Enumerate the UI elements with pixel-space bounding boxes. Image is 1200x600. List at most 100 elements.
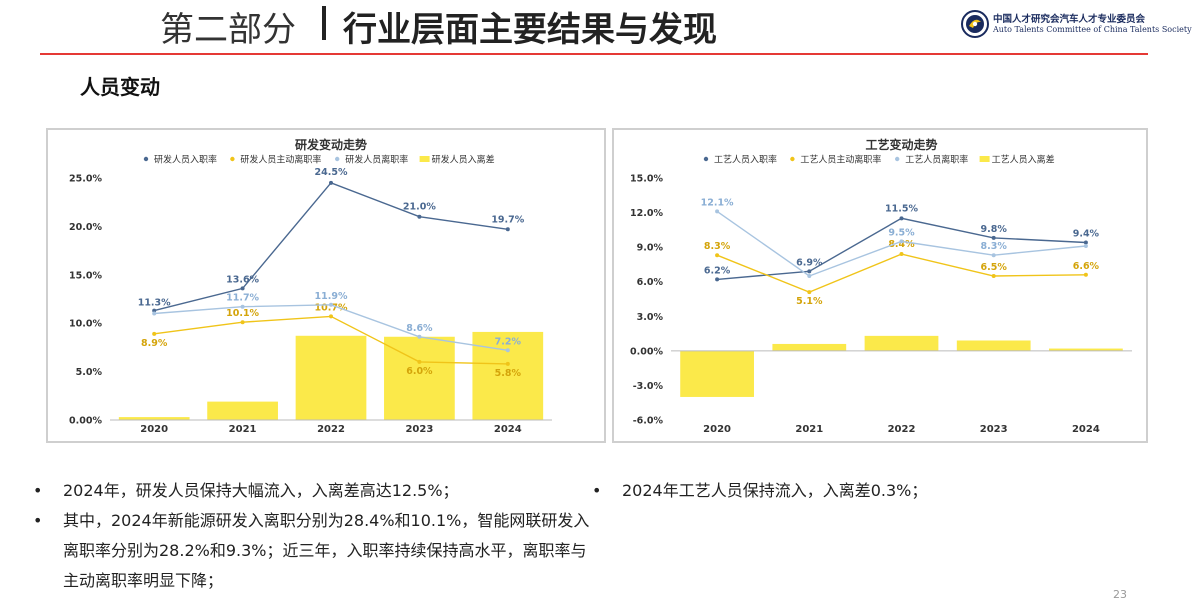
finding-item: • 2024年工艺人员保持流入，入离差0.3%； <box>592 476 1152 506</box>
legend-marker <box>335 156 340 162</box>
header-divider <box>40 53 1148 55</box>
series-point <box>715 277 720 282</box>
series-point <box>329 314 333 319</box>
series-point <box>329 180 333 185</box>
process-chart-panel: 工艺变动走势工艺人员入职率 工艺人员主动离职率 工艺人员离职率 工艺人员入离差 -6.0… <box>612 128 1148 443</box>
y-tick-label: -6.0% <box>633 416 664 427</box>
x-tick-label: 2021 <box>229 424 257 435</box>
data-label: 5.1% <box>796 296 823 307</box>
finding-text: 2024年，研发人员保持大幅流入，入离差高达12.5%； <box>63 481 459 500</box>
x-tick-label: 2024 <box>1072 424 1100 435</box>
y-tick-label: 25.0% <box>69 174 102 185</box>
slide-header: 第二部分 行业层面主要结果与发现 中国人才研究会汽车人才专业委员会 Auto T… <box>0 0 1200 62</box>
left-findings: • 2024年，研发人员保持大幅流入，入离差高达12.5%； • 其中，2024… <box>33 476 593 596</box>
bar <box>864 335 939 351</box>
legend-marker <box>895 156 900 162</box>
series-point <box>240 320 245 325</box>
bar <box>772 343 847 351</box>
data-label: 19.7% <box>491 214 524 225</box>
series-point <box>1083 240 1088 245</box>
data-label: 24.5% <box>315 167 348 178</box>
legend-item: 工艺人员入离差 <box>979 154 1055 166</box>
data-label: 8.3% <box>981 241 1008 252</box>
y-tick-label: -3.0% <box>633 381 664 392</box>
data-label: 10.7% <box>315 302 348 313</box>
data-label: 10.1% <box>226 308 259 319</box>
data-label: 9.4% <box>1073 229 1100 240</box>
chart-title: 研发变动走势 <box>295 137 367 152</box>
data-label: 12.1% <box>701 197 734 208</box>
finding-item: • 其中，2024年新能源研发入离职分别为28.4%和10.1%，智能网联研发入… <box>33 506 593 596</box>
y-tick-label: 0.00% <box>630 346 663 357</box>
series-point <box>991 253 996 258</box>
y-tick-label: 12.0% <box>630 208 663 219</box>
legend-label: 工艺人员入离差 <box>992 154 1055 166</box>
series-point <box>417 334 422 339</box>
legend-label: 研发人员主动离职率 <box>240 154 321 166</box>
page-number: 23 <box>1113 588 1127 600</box>
bar <box>956 340 1031 351</box>
legend-item: 工艺人员主动离职率 <box>790 154 881 166</box>
y-tick-label: 6.0% <box>637 277 664 288</box>
series-point <box>417 214 422 219</box>
series-point <box>329 302 333 307</box>
series-point <box>417 359 422 364</box>
data-label: 13.6% <box>226 274 259 285</box>
x-tick-label: 2023 <box>980 424 1008 435</box>
data-label: 5.8% <box>495 368 522 379</box>
legend-label: 工艺人员主动离职率 <box>800 154 881 166</box>
series-point <box>152 308 157 313</box>
chart-legend: 工艺人员入职率 工艺人员主动离职率 工艺人员离职率 工艺人员入离差 <box>703 154 1055 166</box>
bar <box>118 417 190 420</box>
legend-label: 工艺人员入职率 <box>714 154 777 166</box>
header-main-title: 行业层面主要结果与发现 <box>343 10 717 50</box>
data-label: 6.2% <box>704 265 731 276</box>
series-point <box>1083 272 1088 277</box>
header-part-title: 第二部分 <box>160 10 296 50</box>
bullet-dot: • <box>33 511 43 530</box>
series-point <box>715 253 720 258</box>
data-label: 6.5% <box>981 262 1008 273</box>
logo-chinese-name: 中国人才研究会汽车人才专业委员会 <box>993 14 1146 25</box>
data-label: 21.0% <box>403 202 436 213</box>
series-point <box>240 304 245 309</box>
section-title: 人员变动 <box>80 75 160 99</box>
y-tick-label: 0.00% <box>69 416 102 427</box>
data-label: 8.4% <box>888 239 915 250</box>
series-point <box>807 269 812 274</box>
data-label: 11.7% <box>226 293 259 304</box>
series-point <box>899 252 904 257</box>
series-point <box>505 361 510 366</box>
header-separator <box>322 6 326 40</box>
data-label: 9.5% <box>888 227 915 238</box>
series-point <box>991 273 996 278</box>
right-findings: • 2024年工艺人员保持流入，入离差0.3%； <box>592 476 1152 506</box>
legend-item: 工艺人员离职率 <box>895 154 968 166</box>
data-label: 8.6% <box>406 323 433 334</box>
series-point <box>505 348 510 353</box>
x-tick-label: 2020 <box>703 424 731 435</box>
x-tick-label: 2020 <box>140 424 168 435</box>
finding-text: 2024年工艺人员保持流入，入离差0.3%； <box>622 481 928 500</box>
data-label: 8.9% <box>141 338 168 349</box>
series-point <box>152 311 157 316</box>
x-tick-label: 2023 <box>405 424 433 435</box>
bar <box>207 401 278 420</box>
bar <box>295 335 367 420</box>
logo-english-name: Auto Talents Committee of China Talents … <box>993 25 1192 34</box>
series-line <box>716 253 1086 293</box>
legend-marker <box>703 156 709 162</box>
legend-label: 研发人员入职率 <box>154 154 217 166</box>
x-tick-label: 2024 <box>494 424 522 435</box>
legend-label: 工艺人员离职率 <box>905 154 968 166</box>
legend-item: 工艺人员入职率 <box>703 154 777 166</box>
chart-title: 工艺变动走势 <box>865 137 937 152</box>
y-tick-label: 9.0% <box>637 243 664 254</box>
data-label: 8.3% <box>704 241 731 252</box>
legend-marker <box>143 156 149 162</box>
data-label: 6.6% <box>1073 261 1100 272</box>
series-point <box>991 235 996 240</box>
data-label: 11.9% <box>315 291 348 302</box>
